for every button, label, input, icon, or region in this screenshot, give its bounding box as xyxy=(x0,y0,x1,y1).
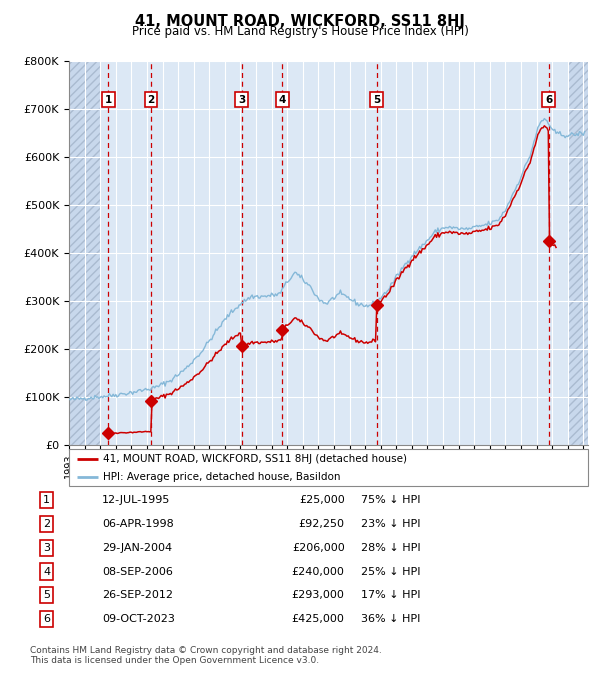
Text: 25% ↓ HPI: 25% ↓ HPI xyxy=(361,566,421,577)
Text: £425,000: £425,000 xyxy=(292,614,344,624)
Text: Price paid vs. HM Land Registry's House Price Index (HPI): Price paid vs. HM Land Registry's House … xyxy=(131,25,469,38)
Text: £92,250: £92,250 xyxy=(299,519,344,529)
Text: 26-SEP-2012: 26-SEP-2012 xyxy=(102,590,173,600)
Text: 6: 6 xyxy=(545,95,552,105)
Text: 36% ↓ HPI: 36% ↓ HPI xyxy=(361,614,421,624)
Text: £293,000: £293,000 xyxy=(292,590,344,600)
Bar xyxy=(69,61,100,445)
Text: 1: 1 xyxy=(105,95,112,105)
Text: 5: 5 xyxy=(43,590,50,600)
Text: 1: 1 xyxy=(43,495,50,505)
Text: 4: 4 xyxy=(278,95,286,105)
Text: 6: 6 xyxy=(43,614,50,624)
Text: 41, MOUNT ROAD, WICKFORD, SS11 8HJ (detached house): 41, MOUNT ROAD, WICKFORD, SS11 8HJ (deta… xyxy=(103,454,407,464)
Text: This data is licensed under the Open Government Licence v3.0.: This data is licensed under the Open Gov… xyxy=(30,656,319,665)
FancyBboxPatch shape xyxy=(69,449,588,486)
Text: 3: 3 xyxy=(43,543,50,553)
Text: 28% ↓ HPI: 28% ↓ HPI xyxy=(361,543,421,553)
Text: 09-OCT-2023: 09-OCT-2023 xyxy=(102,614,175,624)
Text: 41, MOUNT ROAD, WICKFORD, SS11 8HJ: 41, MOUNT ROAD, WICKFORD, SS11 8HJ xyxy=(135,14,465,29)
Text: 08-SEP-2006: 08-SEP-2006 xyxy=(102,566,173,577)
Text: 4: 4 xyxy=(43,566,50,577)
Bar xyxy=(568,61,588,445)
Text: 23% ↓ HPI: 23% ↓ HPI xyxy=(361,519,421,529)
Text: 5: 5 xyxy=(373,95,380,105)
Text: 2: 2 xyxy=(148,95,155,105)
Text: 12-JUL-1995: 12-JUL-1995 xyxy=(102,495,170,505)
Text: £25,000: £25,000 xyxy=(299,495,344,505)
Text: 17% ↓ HPI: 17% ↓ HPI xyxy=(361,590,421,600)
Text: Contains HM Land Registry data © Crown copyright and database right 2024.: Contains HM Land Registry data © Crown c… xyxy=(30,646,382,655)
Text: HPI: Average price, detached house, Basildon: HPI: Average price, detached house, Basi… xyxy=(103,472,340,482)
Text: £206,000: £206,000 xyxy=(292,543,344,553)
Text: £240,000: £240,000 xyxy=(292,566,344,577)
Text: 75% ↓ HPI: 75% ↓ HPI xyxy=(361,495,421,505)
Text: 3: 3 xyxy=(238,95,245,105)
Text: 06-APR-1998: 06-APR-1998 xyxy=(102,519,173,529)
Text: 29-JAN-2004: 29-JAN-2004 xyxy=(102,543,172,553)
Text: 2: 2 xyxy=(43,519,50,529)
